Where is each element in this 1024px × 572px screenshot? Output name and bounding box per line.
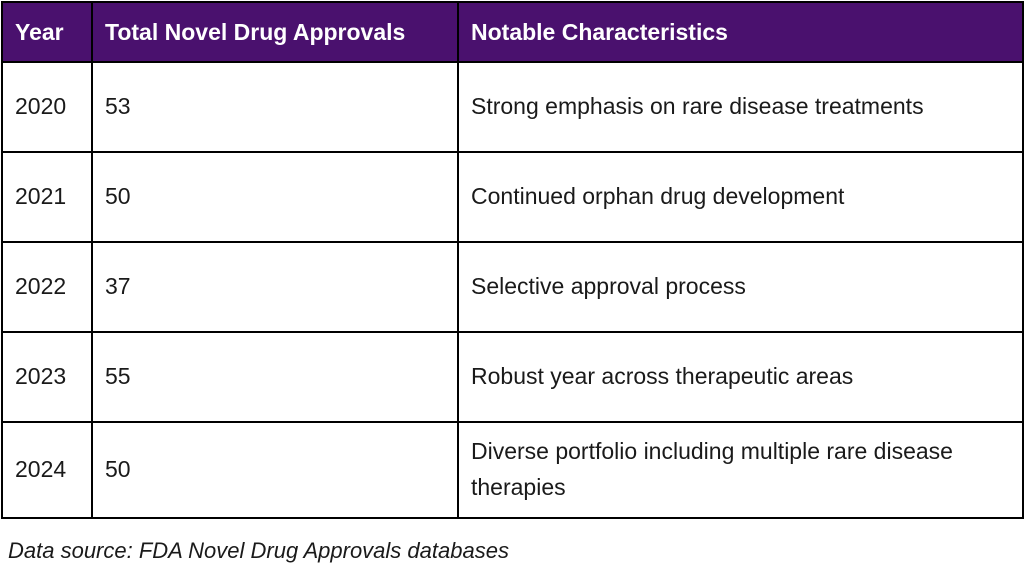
- year-cell: 2021: [1, 151, 93, 243]
- characteristics-cell: Selective approval process: [457, 241, 1024, 333]
- approvals-cell: 53: [91, 61, 459, 153]
- characteristics-cell: Robust year across therapeutic areas: [457, 331, 1024, 423]
- year-cell: 2023: [1, 331, 93, 423]
- year-cell: 2024: [1, 421, 93, 519]
- data-source-caption: Data source: FDA Novel Drug Approvals da…: [8, 538, 509, 563]
- year-cell: 2020: [1, 61, 93, 153]
- approvals-cell: 37: [91, 241, 459, 333]
- characteristics-cell: Continued orphan drug development: [457, 151, 1024, 243]
- table-row-2024: 2024 50 Diverse portfolio including mult…: [1, 421, 1024, 519]
- column-header-year: Year: [1, 1, 93, 63]
- approvals-cell: 50: [91, 421, 459, 519]
- approvals-cell: 50: [91, 151, 459, 243]
- header-row: Year Total Novel Drug Approvals Notable …: [1, 1, 1024, 63]
- table-body: 2020 53 Strong emphasis on rare disease …: [1, 61, 1024, 519]
- table-row-2023: 2023 55 Robust year across therapeutic a…: [1, 331, 1024, 423]
- table-header: Year Total Novel Drug Approvals Notable …: [1, 1, 1024, 63]
- table-row-2020: 2020 53 Strong emphasis on rare disease …: [1, 61, 1024, 153]
- column-header-notable-characteristics: Notable Characteristics: [457, 1, 1024, 63]
- column-header-total-approvals: Total Novel Drug Approvals: [91, 1, 459, 63]
- year-cell: 2022: [1, 241, 93, 333]
- approvals-cell: 55: [91, 331, 459, 423]
- table-row-2022: 2022 37 Selective approval process: [1, 241, 1024, 333]
- drug-approvals-table: Year Total Novel Drug Approvals Notable …: [1, 1, 1024, 519]
- characteristics-cell: Strong emphasis on rare disease treatmen…: [457, 61, 1024, 153]
- table-row-2021: 2021 50 Continued orphan drug developmen…: [1, 151, 1024, 243]
- characteristics-cell: Diverse portfolio including multiple rar…: [457, 421, 1024, 519]
